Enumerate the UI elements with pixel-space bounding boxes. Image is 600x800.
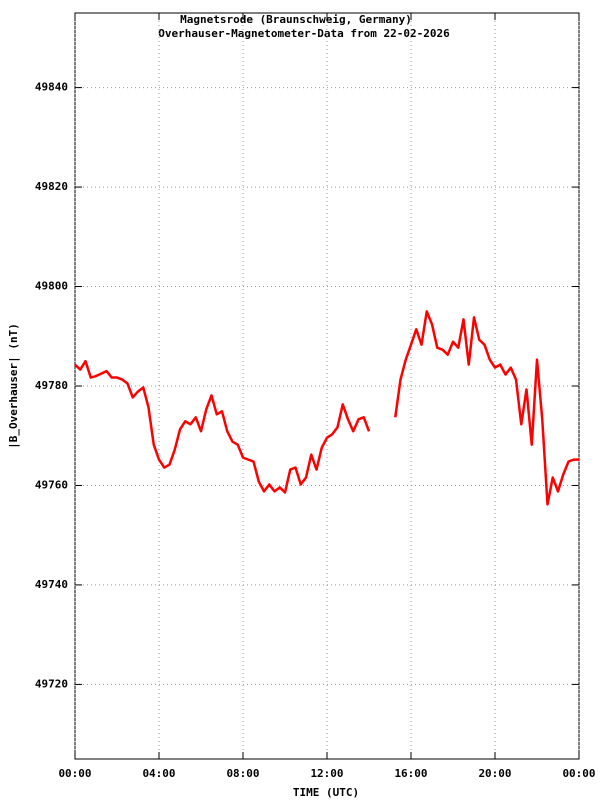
y-axis-label: |B_Overhauser| (nT) [7, 323, 20, 449]
y-tick-label: 49840 [35, 81, 68, 94]
x-tick-label: 08:00 [226, 767, 259, 780]
y-tick-label: 49800 [35, 280, 68, 293]
y-tick-label: 49780 [35, 379, 68, 392]
x-tick-label: 00:00 [562, 767, 595, 780]
y-tick-label: 49760 [35, 478, 68, 491]
data-line [74, 310, 579, 506]
x-tick-label: 04:00 [142, 767, 175, 780]
chart-title: Magnetsrode (Braunschweig, Germany) [180, 13, 412, 26]
y-tick-label: 49740 [35, 578, 68, 591]
x-tick-label: 16:00 [394, 767, 427, 780]
x-tick-label: 20:00 [478, 767, 511, 780]
y-tick-label: 49720 [35, 677, 68, 690]
chart-subtitle: Overhauser-Magnetometer-Data from 22-02-… [158, 27, 450, 40]
y-tick-label: 49820 [35, 180, 68, 193]
x-tick-label: 00:00 [58, 767, 91, 780]
x-axis-label: TIME (UTC) [293, 786, 359, 799]
x-tick-label: 12:00 [310, 767, 343, 780]
